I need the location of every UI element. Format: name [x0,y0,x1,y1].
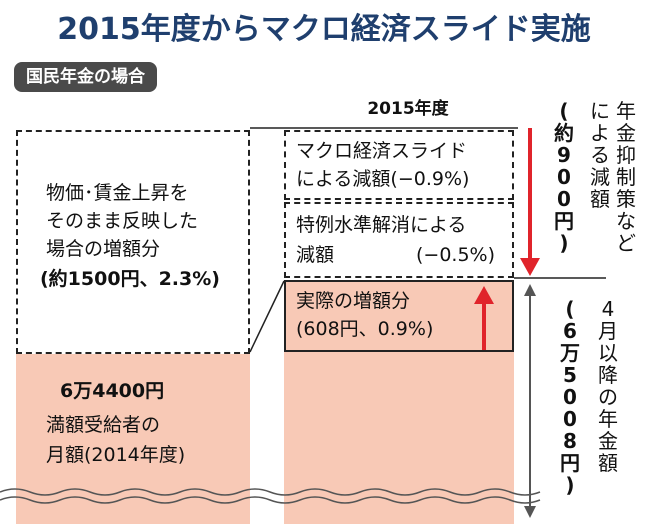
special-text-2: 減額 [296,244,335,266]
side-top-col1: 年 金 抑 制 策 な ど [616,99,636,255]
side-top-col3: ( 約 9 0 0 円 ) [554,99,574,255]
base-amount: 6万4400円 [60,380,165,402]
base-text-3: 月額(2014年度) [46,444,186,466]
special-text-pct: (−0.5%) [416,244,496,266]
category-badge: 国民年金の場合 [14,62,157,92]
year-label: 2015年度 [367,99,449,119]
base-bar-right [284,352,514,524]
increase-text-3: 場合の増額分 [46,238,161,260]
actual-increase-box: 実際の増額分 (608円、0.9%) [284,280,514,352]
increase-text-4: (約1500円、2.3%) [40,268,220,290]
increase-text-2: そのまま反映した [46,210,199,232]
side-bottom-col1: 4 月 以 降 の 年 金 額 [598,297,618,475]
increase-text-1: 物価･賃金上昇を [46,182,189,204]
actual-text-1: 実際の増額分 [296,290,411,312]
special-text-1: 特例水準解消による [296,214,467,236]
base-text-2: 満額受給者の [46,414,161,436]
special-level-box: 特例水準解消による 減額 (−0.5%) [284,202,514,278]
macro-slide-box: マクロ経済スライド による減額(−0.9%) [284,130,514,200]
base-bar-left [16,352,250,524]
actual-text-2: (608円、0.9%) [296,318,434,340]
macro-text-1: マクロ経済スライド [296,140,468,162]
page-title: 2015年度からマクロ経済スライド実施 [57,12,591,47]
macro-text-2: による減額(−0.9%) [296,168,470,190]
side-bottom-col2: ( 6 万 5 0 0 8 円 ) [560,297,580,497]
side-top-col2: に よ る 減 額 [590,99,610,211]
increase-box: 物価･賃金上昇を そのまま反映した 場合の増額分 (約1500円、2.3%) [16,130,250,354]
